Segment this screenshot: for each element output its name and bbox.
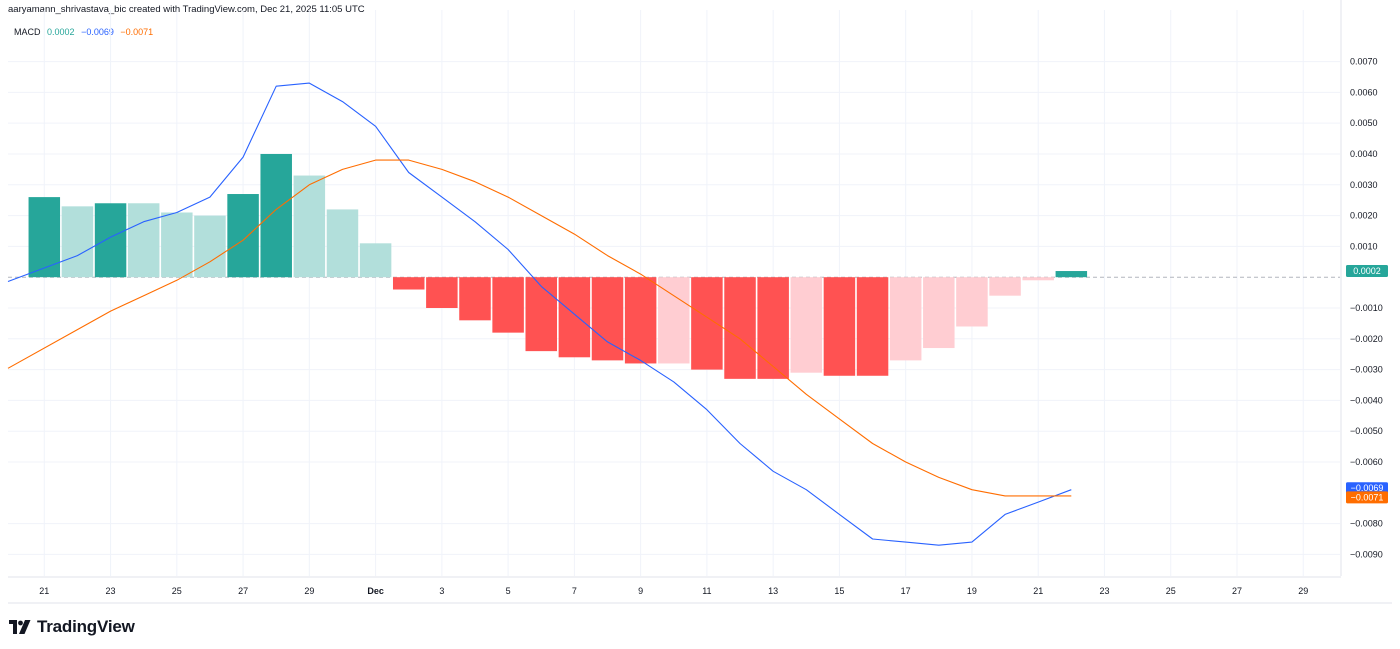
time-tick-label: 9 (638, 586, 643, 596)
price-tick-label: 0.0010 (1350, 241, 1378, 251)
time-tick-label: 29 (1298, 586, 1308, 596)
histogram-bar (426, 277, 458, 308)
histogram-bar (856, 277, 889, 376)
time-tick-label: 23 (1099, 586, 1109, 596)
badge-bg (1346, 265, 1388, 278)
badge-bg (1346, 482, 1388, 495)
histogram-bar (724, 277, 756, 379)
price-tick-label: −0.0010 (1350, 303, 1383, 313)
tradingview-logo-icon (9, 620, 31, 634)
price-tick-label: 0.0050 (1350, 118, 1378, 128)
tradingview-brand[interactable]: TradingView (9, 617, 135, 637)
macd-line (7, 82, 1072, 546)
histogram-bar (61, 206, 94, 278)
time-tick-label: 19 (967, 586, 977, 596)
histogram-bar (889, 277, 922, 361)
last-value-badge: 0.0002 (1346, 265, 1388, 278)
histogram-bar (326, 209, 359, 278)
histogram-bar (691, 277, 723, 370)
price-tick-label: 0.0060 (1350, 87, 1378, 97)
price-axis[interactable]: 0.0070 0.0060 0.0050 0.0040 0.0030 0.0020 0.00… (1350, 57, 1383, 560)
histogram-bar (227, 194, 259, 278)
price-tick-label: −0.0050 (1350, 426, 1383, 436)
indicator-lines (7, 82, 1072, 546)
badge-bg (1346, 491, 1388, 504)
histogram-bar (558, 277, 591, 358)
price-tick-label: −0.0080 (1350, 519, 1383, 529)
time-tick-label: 13 (768, 586, 778, 596)
time-tick-label: 21 (39, 586, 49, 596)
time-tick-label: 27 (1232, 586, 1242, 596)
histogram-bar (823, 277, 856, 376)
brand-name: TradingView (37, 617, 135, 636)
last-value-badge: −0.0069 (1346, 482, 1388, 495)
price-tick-label: 0.0030 (1350, 180, 1378, 190)
time-tick-label: 23 (106, 586, 116, 596)
price-tick-label: −0.0040 (1350, 395, 1383, 405)
macd-chart[interactable]: 0.0070 0.0060 0.0050 0.0040 0.0030 0.0020 0.00… (0, 0, 1400, 610)
signal-line (7, 159, 1072, 497)
legend-indicator-name: MACD (14, 27, 41, 37)
histogram-bar (1022, 277, 1054, 281)
time-tick-label: 7 (572, 586, 577, 596)
last-value-labels: 0.0002 −0.0069−0.0071 (1346, 265, 1388, 504)
histogram-bar (127, 203, 160, 278)
legend-macd-value: −0.0069 (81, 27, 114, 37)
time-tick-label: 17 (901, 586, 911, 596)
histogram-bar (392, 277, 425, 290)
legend-signal-value: −0.0071 (120, 27, 154, 37)
histogram-bar (790, 277, 823, 373)
time-tick-label: 11 (702, 586, 711, 596)
badge-text: 0.0002 (1353, 266, 1381, 276)
histogram-bar (525, 277, 557, 352)
histogram-bar (492, 277, 524, 333)
histogram-bar (28, 197, 61, 278)
histogram-bar (624, 277, 657, 364)
last-value-badge: −0.0071 (1346, 491, 1388, 504)
histogram-bar (459, 277, 491, 321)
price-tick-label: 0.0040 (1350, 149, 1378, 159)
histogram-bars (28, 153, 1088, 379)
histogram-bar (956, 277, 988, 327)
histogram-bar (194, 215, 226, 278)
time-tick-label: 25 (172, 586, 182, 596)
time-tick-label: 29 (304, 586, 314, 596)
histogram-bar (260, 153, 292, 278)
time-tick-label: 27 (238, 586, 248, 596)
badge-text: −0.0071 (1351, 492, 1384, 502)
time-tick-label: Dec (367, 586, 384, 596)
indicator-legend[interactable]: MACD 0.0002 −0.0069 −0.0071 (14, 27, 157, 37)
time-tick-label: 3 (439, 586, 444, 596)
histogram-bar (293, 175, 326, 278)
price-tick-label: −0.0090 (1350, 549, 1383, 559)
price-tick-label: −0.0020 (1350, 334, 1383, 344)
time-tick-label: 5 (506, 586, 511, 596)
histogram-bar (94, 203, 127, 278)
time-tick-label: 25 (1166, 586, 1176, 596)
time-axis[interactable]: 21 23 25 27 29 Dec 3 5 7 9 11 13 15 17 19 21 23 25 27 29 (39, 586, 1308, 596)
histogram-bar (359, 243, 392, 278)
price-tick-label: −0.0060 (1350, 457, 1383, 467)
time-tick-label: 15 (834, 586, 844, 596)
legend-histogram-value: 0.0002 (47, 27, 75, 37)
price-tick-label: −0.0030 (1350, 365, 1383, 375)
histogram-bar (591, 277, 624, 361)
chart-credit: aaryamann_shrivastava_bic created with T… (8, 4, 365, 15)
price-tick-label: 0.0070 (1350, 57, 1378, 67)
histogram-bar (161, 212, 193, 278)
histogram-bar (1055, 271, 1088, 278)
histogram-bar (989, 277, 1021, 296)
histogram-bar (658, 277, 690, 364)
badge-text: −0.0069 (1351, 483, 1384, 493)
time-tick-label: 21 (1033, 586, 1043, 596)
histogram-bar (757, 277, 789, 379)
histogram-bar (923, 277, 955, 349)
price-tick-label: 0.0020 (1350, 211, 1378, 221)
